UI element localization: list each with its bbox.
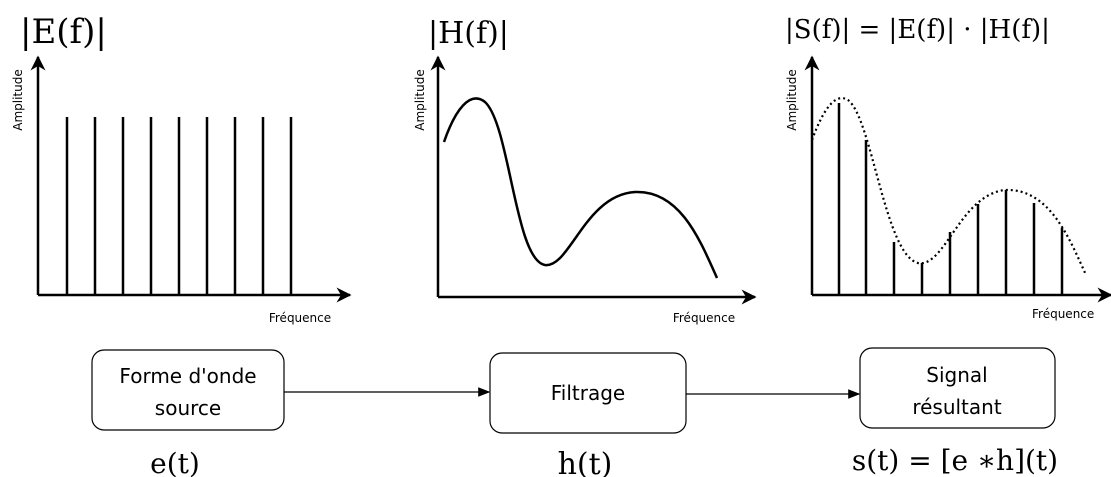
spikes: [65, 117, 293, 295]
formula: s(t) = [e ∗h](t): [852, 444, 1058, 477]
box-label: Filtrage: [551, 381, 625, 405]
box-label: résultant: [912, 395, 1002, 419]
envelope-curve: [810, 97, 1088, 276]
formula: e(t): [150, 447, 200, 477]
x-label: Fréquence: [1032, 307, 1094, 321]
y-label: Amplitude: [785, 69, 799, 131]
y-label: Amplitude: [11, 69, 25, 131]
block-result: Signal résultant s(t) = [e ∗h](t): [852, 347, 1058, 477]
panel-e: |E(f)| Amplitude Fréquence: [11, 12, 352, 325]
box-label: Forme d'onde: [119, 364, 256, 388]
box-label: Signal: [926, 363, 987, 387]
response-curve: [442, 97, 719, 279]
panel-title: |E(f)|: [20, 12, 107, 52]
box-label: source: [155, 396, 221, 420]
x-label: Fréquence: [269, 311, 331, 325]
box: [859, 347, 1056, 429]
spikes: [837, 103, 1064, 295]
y-label: Amplitude: [413, 69, 427, 131]
block-source: Forme d'onde source e(t): [91, 349, 285, 477]
formula: h(t): [558, 447, 613, 477]
panel-title: |S(f)| = |E(f)| · |H(f)|: [785, 15, 1050, 45]
panel-h: |H(f)| Amplitude Fréquence: [413, 16, 757, 325]
panel-title: |H(f)|: [428, 16, 509, 51]
block-filter: Filtrage h(t): [489, 352, 687, 477]
x-label: Fréquence: [673, 311, 735, 325]
box: [489, 352, 687, 434]
panel-s: |S(f)| = |E(f)| · |H(f)| Amplitude Fréqu…: [785, 15, 1111, 321]
box: [91, 349, 285, 431]
